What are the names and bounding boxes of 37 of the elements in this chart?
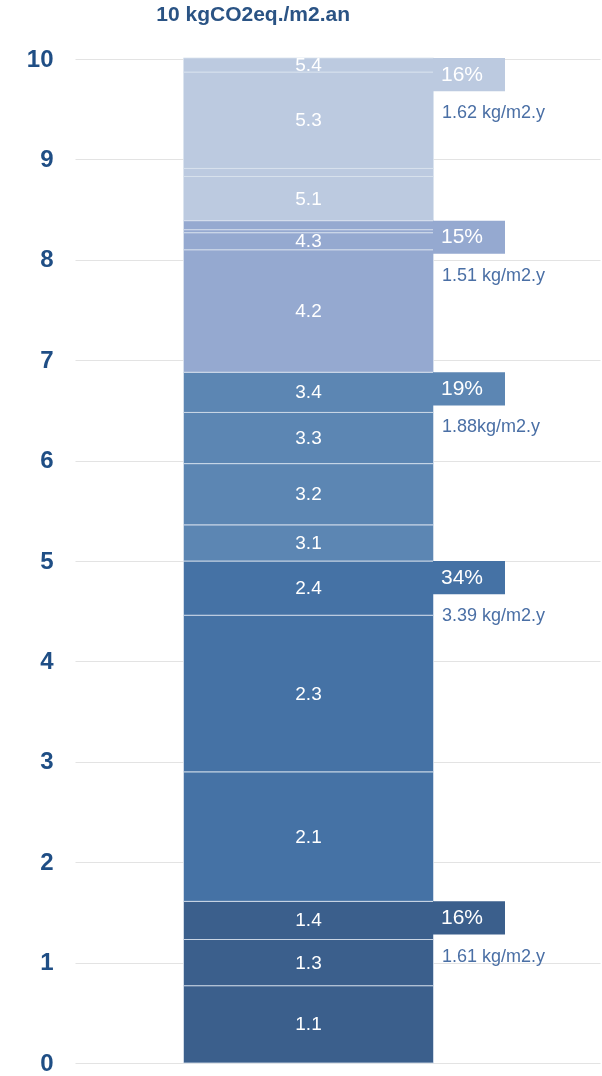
annotation: 1.62 kg/m2.y: [442, 102, 546, 123]
series-label: 3.1: [295, 531, 322, 553]
y-tick-label: 0: [40, 1048, 54, 1076]
series-label: 4.2: [295, 300, 322, 321]
series-label: 1.4: [295, 909, 323, 931]
annotation: 19%: [441, 375, 484, 399]
annotation: 1.51 kg/m2.y: [442, 264, 546, 285]
series-label: 2.1: [295, 825, 322, 847]
annotation: 15%: [441, 224, 484, 248]
series-label: 1.3: [295, 951, 322, 973]
series-label: 3.4: [295, 381, 323, 403]
y-tick-label: 9: [40, 144, 54, 172]
annotation: 3.39 kg/m2.y: [442, 605, 546, 626]
chart-title: 10 kgCO2eq./m2.an: [156, 2, 351, 25]
series-label: 3.2: [295, 483, 322, 505]
y-tick-label: 1: [40, 948, 54, 976]
y-tick-label: 3: [40, 747, 54, 775]
annotation: 34%: [441, 564, 484, 588]
annotation: 16%: [441, 904, 484, 928]
y-tick-label: 7: [40, 345, 54, 373]
y-tick-label: 6: [40, 446, 54, 474]
y-tick-label: 10: [26, 44, 54, 72]
series-label: 2.3: [295, 682, 322, 704]
series-label: 5.3: [295, 109, 322, 131]
series-label: 5.1: [295, 187, 322, 209]
annotation: 16%: [441, 61, 484, 85]
series-label: 2.4: [295, 577, 323, 599]
y-tick-label: 5: [40, 546, 54, 574]
y-tick-label: 8: [40, 245, 54, 273]
series-label: 4.3: [295, 230, 322, 252]
annotation: 1.88kg/m2.y: [442, 416, 541, 437]
series-label: 5.4: [295, 54, 323, 76]
y-tick-label: 2: [40, 847, 54, 875]
series-label: 1.1: [295, 1013, 322, 1035]
y-tick-label: 4: [40, 646, 55, 674]
annotation: 1.61 kg/m2.y: [442, 945, 546, 966]
series-label: 3.3: [295, 427, 322, 449]
